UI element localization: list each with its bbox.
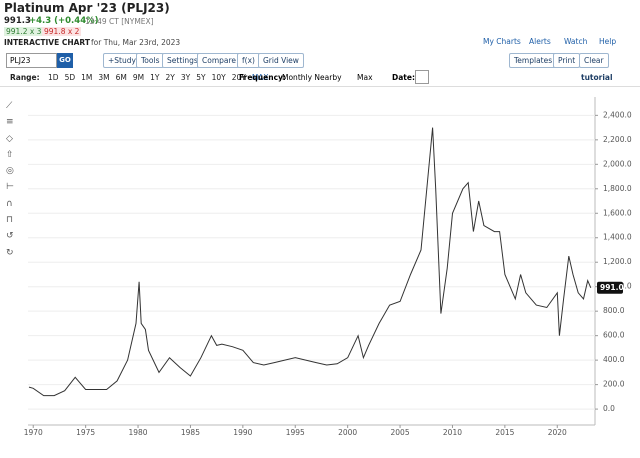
- y-tick-label: 2,000.0: [603, 159, 632, 168]
- range-option[interactable]: 6M: [115, 73, 127, 82]
- tutorial-link[interactable]: tutorial: [581, 73, 613, 82]
- chart: 0.0200.0400.0600.0800.01,000.01,200.01,4…: [24, 97, 632, 437]
- toolbar-button[interactable]: Clear: [579, 53, 609, 68]
- symbol-input[interactable]: PLJ23: [6, 53, 57, 68]
- y-tick-label: 1,800.0: [603, 184, 632, 193]
- x-tick-label: 1970: [24, 428, 43, 437]
- y-tick-label: 2,200.0: [603, 135, 632, 144]
- divider: [0, 86, 640, 87]
- toolbar-button[interactable]: Settings: [162, 53, 203, 68]
- x-tick-label: 1990: [233, 428, 252, 437]
- y-tick-label: 1,400.0: [603, 233, 632, 242]
- range-option[interactable]: 1Y: [150, 73, 160, 82]
- link[interactable]: Alerts: [529, 37, 551, 46]
- range-option[interactable]: 10Y: [211, 73, 226, 82]
- x-tick-label: 2015: [495, 428, 514, 437]
- y-tick-label: 800.0: [603, 306, 625, 315]
- range-option[interactable]: 3Y: [180, 73, 191, 82]
- x-tick-label: 2005: [391, 428, 410, 437]
- frequency-label: Frequency:: [239, 73, 286, 82]
- frequency-select[interactable]: Monthly Nearby: [282, 73, 342, 82]
- quote-time: 12:49 CT [NYMEX]: [85, 17, 154, 26]
- range-option[interactable]: 3M: [98, 73, 110, 82]
- toolbar-button[interactable]: Compare: [197, 53, 242, 68]
- change: +4.3 (+0.44%): [29, 16, 99, 26]
- max-select[interactable]: Max: [357, 73, 373, 82]
- y-tick-label: 2,400.0: [603, 110, 632, 119]
- x-tick-label: 2010: [443, 428, 462, 437]
- toolbar-button[interactable]: Tools: [136, 53, 165, 68]
- x-tick-label: 2000: [338, 428, 357, 437]
- range-option[interactable]: 5Y: [196, 73, 206, 82]
- range-option[interactable]: 20Y: [231, 73, 246, 82]
- x-tick-label: 1985: [181, 428, 200, 437]
- range-option[interactable]: 1M: [81, 73, 93, 82]
- link[interactable]: My Charts: [483, 37, 521, 46]
- chart-date: for Thu, Mar 23rd, 2023: [91, 38, 181, 47]
- date-label: Date:: [392, 73, 415, 82]
- x-tick-label: 1980: [128, 428, 147, 437]
- y-tick-label: 1,600.0: [603, 208, 632, 217]
- range-label: Range:: [10, 73, 40, 82]
- y-tick-label: 200.0: [603, 380, 625, 389]
- last-price-label: 991.0: [600, 283, 624, 292]
- price-line: [28, 127, 592, 397]
- title: Platinum Apr '23 (PLJ23): [4, 1, 170, 15]
- chart-label: INTERACTIVE CHART: [4, 38, 90, 47]
- range-option[interactable]: 9M: [132, 73, 145, 82]
- x-tick-label: 1995: [286, 428, 305, 437]
- y-tick-label: 1,200.0: [603, 257, 632, 266]
- link[interactable]: Help: [599, 37, 617, 46]
- last-price: 991.3: [4, 16, 31, 26]
- last-price-box: [597, 281, 623, 294]
- link[interactable]: Watch: [564, 37, 588, 46]
- y-tick-label: 0.0: [603, 404, 615, 413]
- go-button[interactable]: GO: [57, 53, 73, 68]
- toolbar-button[interactable]: Grid View: [258, 53, 304, 68]
- toolbar-button[interactable]: Templates: [509, 53, 558, 68]
- ask: 991.8 x 2: [42, 27, 82, 36]
- toolbar-button[interactable]: f(x): [237, 53, 260, 68]
- toolbar-button[interactable]: Print: [553, 53, 581, 68]
- range-option[interactable]: MAX: [251, 73, 269, 82]
- calendar-icon[interactable]: [415, 70, 429, 84]
- range-bar: Range: 1D 5D 1M 3M 6M 9M 1Y 2Y 3Y 5Y 10Y 20Y MAX: [10, 73, 275, 82]
- y-tick-label: 600.0: [603, 331, 625, 340]
- y-tick-label: 400.0: [603, 355, 625, 364]
- range-option[interactable]: 5D: [64, 73, 76, 82]
- bid: 991.2 x 3: [4, 27, 44, 36]
- range-option[interactable]: 1D: [48, 73, 59, 82]
- x-tick-label: 1975: [76, 428, 95, 437]
- x-tick-label: 2020: [548, 428, 567, 437]
- range-option[interactable]: 2Y: [165, 73, 175, 82]
- drawing-tools[interactable]: ⟋ ≡ ◇ ⇧ ◎ ⊢ ∩ ⊓ ↺ ↻: [6, 101, 14, 258]
